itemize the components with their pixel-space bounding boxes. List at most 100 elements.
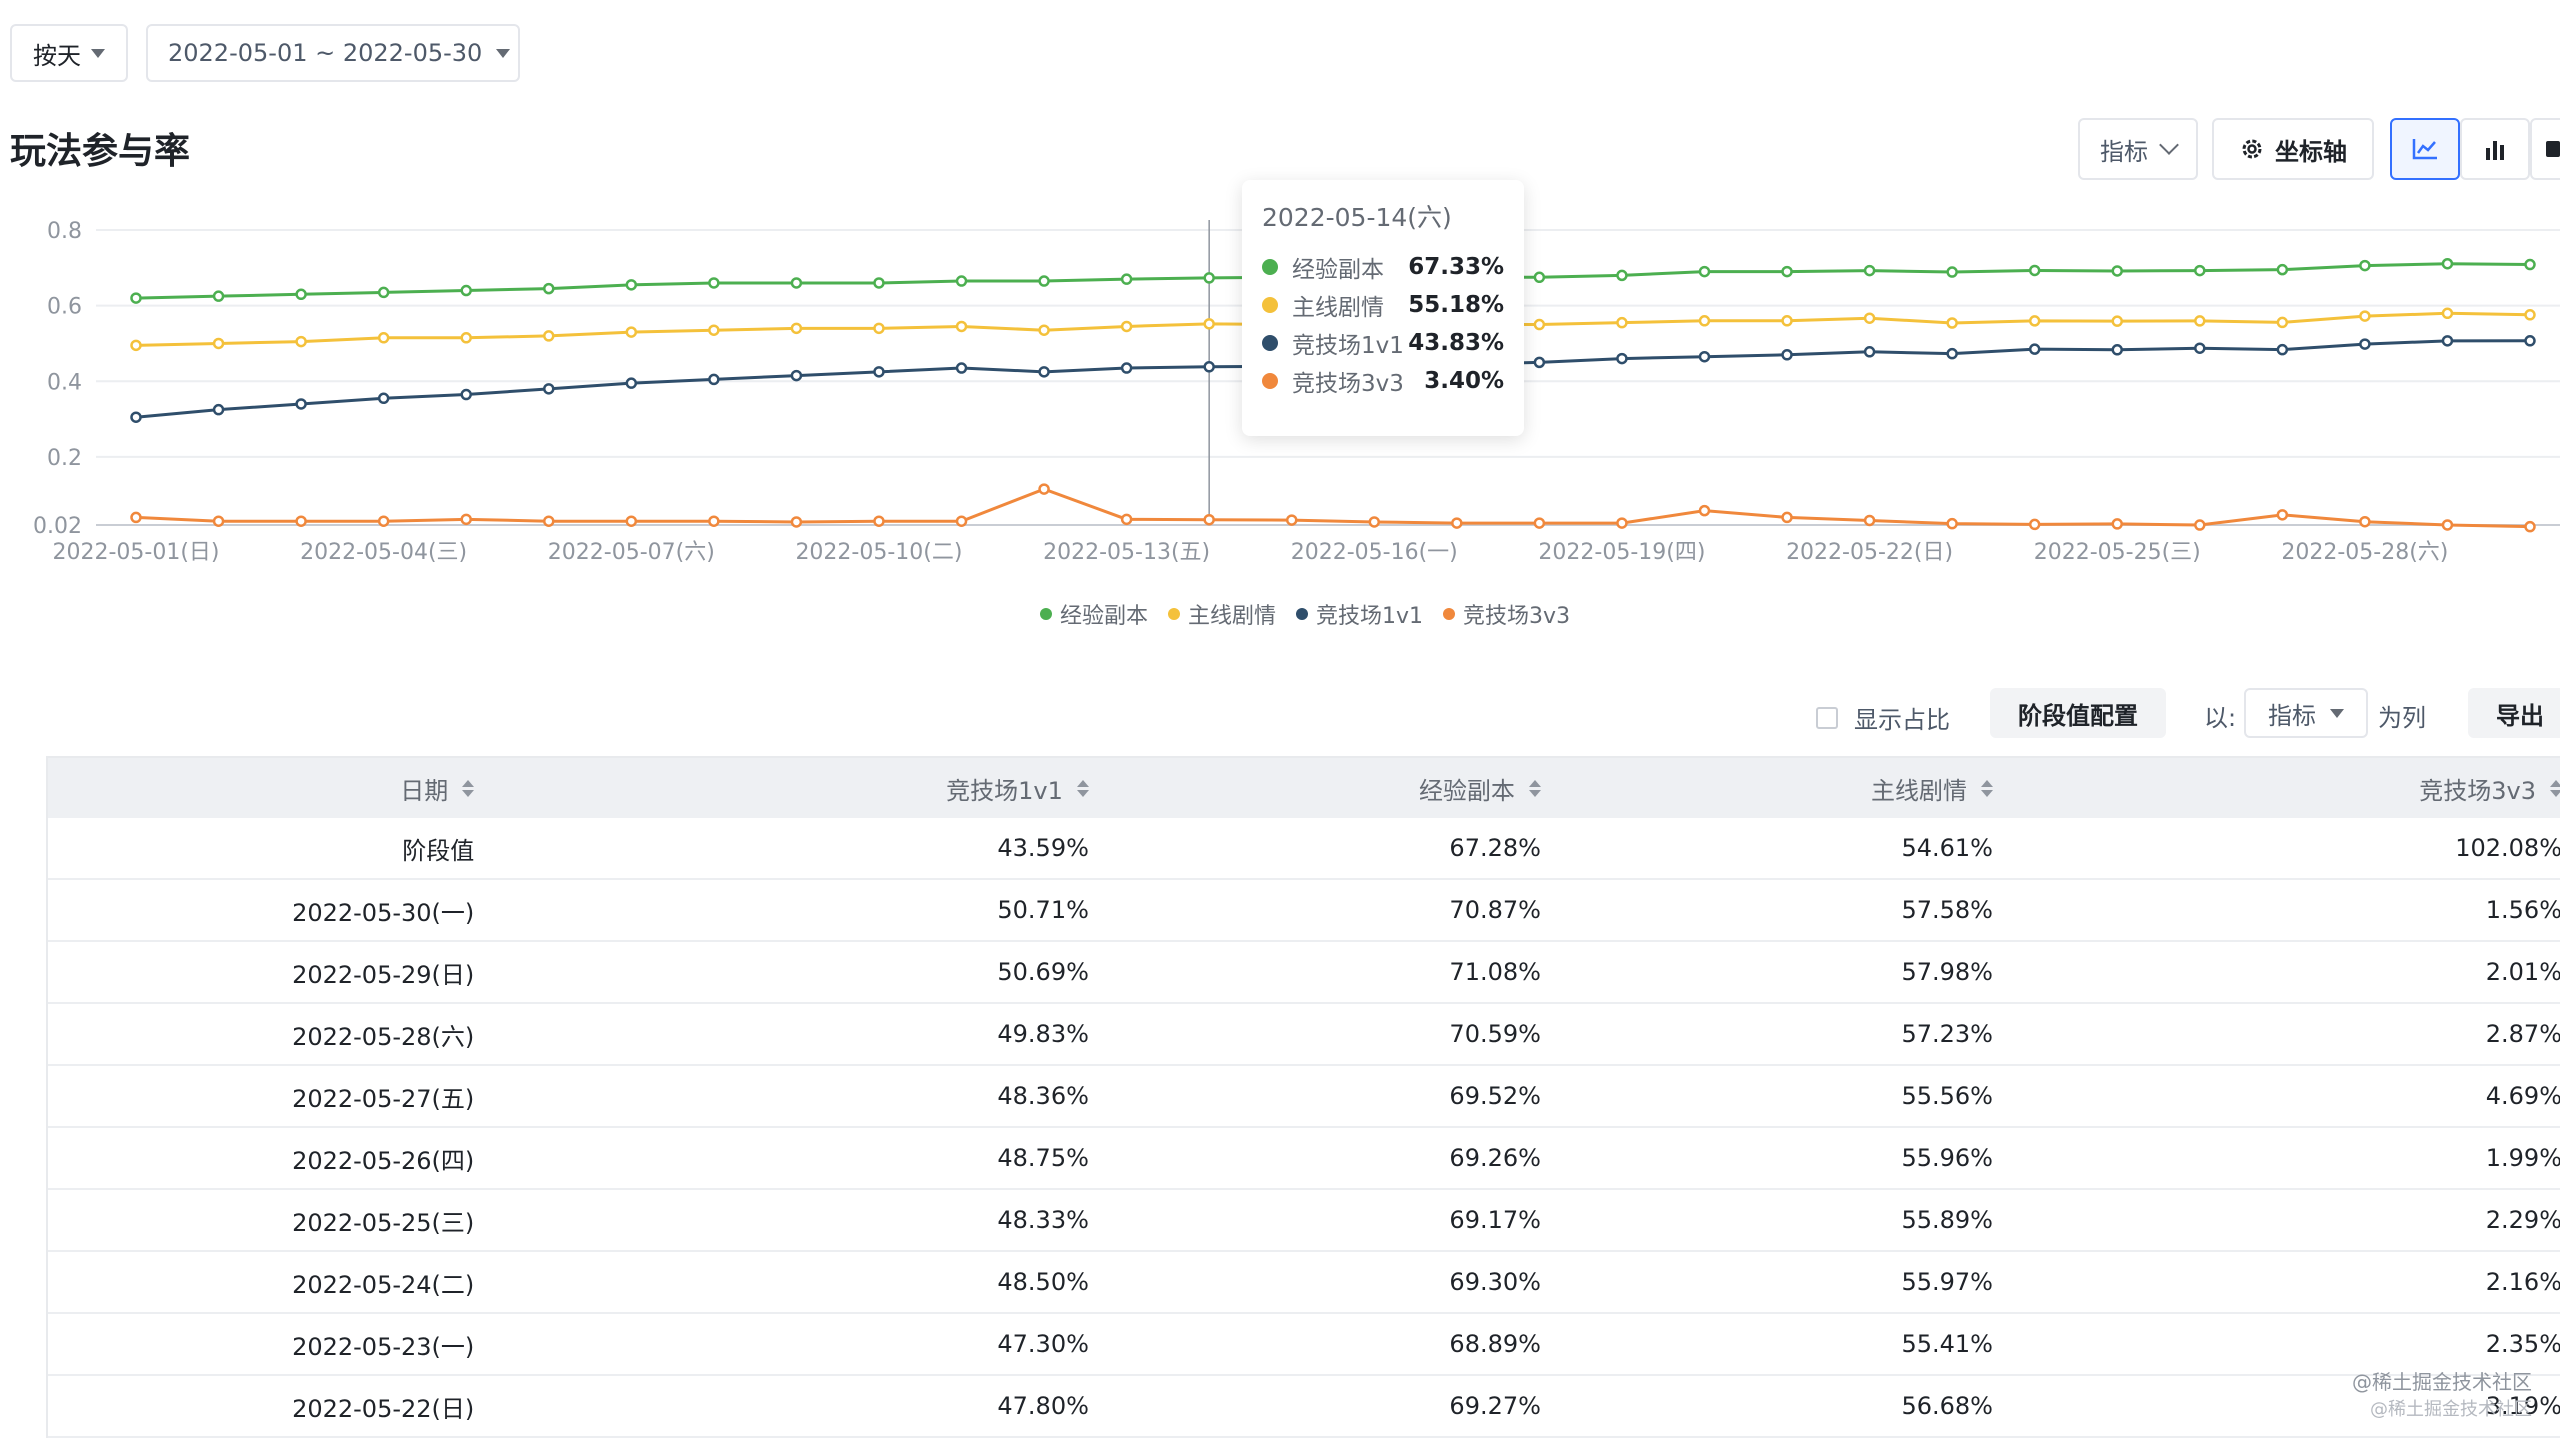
table-cell: 50.71% [997, 896, 1089, 924]
granularity-select[interactable]: 按天 [10, 24, 128, 82]
header-arena1v1[interactable]: 竞技场1v1 [474, 771, 1089, 806]
gear-icon [2242, 139, 2262, 159]
bar-chart-icon [2486, 141, 2504, 160]
data-point [1120, 513, 1133, 526]
axis-settings-button[interactable]: 坐标轴 [2212, 118, 2374, 180]
table-cell: 2.87% [2485, 1020, 2560, 1048]
data-point [377, 515, 390, 527]
data-point [295, 398, 307, 410]
data-point [2111, 265, 2123, 277]
data-point [2524, 309, 2536, 321]
table-view-toggle[interactable] [2530, 118, 2560, 180]
data-point [2276, 263, 2289, 276]
table-cell: 2.01% [2485, 958, 2560, 986]
data-point [1285, 514, 1298, 526]
data-point [212, 337, 225, 350]
data-point [1781, 511, 1793, 524]
legend-item[interactable]: 经验副本 [1040, 598, 1148, 630]
table-cell: 4.69% [2485, 1082, 2560, 1110]
header-arena3v3[interactable]: 竞技场3v3 [1993, 771, 2560, 806]
table-cell: 102.08% [2455, 834, 2560, 862]
tooltip-series-value: 67.33% [1408, 254, 1504, 280]
data-point [873, 515, 885, 527]
data-point [625, 515, 638, 527]
legend-item[interactable]: 主线剧情 [1168, 598, 1276, 630]
tooltip-series-name: 竞技场1v1 [1292, 333, 1404, 359]
tooltip-row: 竞技场1v1 43.83% [1262, 324, 1504, 362]
table-cell: 2022-05-29(日) [292, 960, 475, 989]
x-tick-label: 2022-05-13(五) [1043, 540, 1210, 565]
data-point [1863, 514, 1876, 527]
data-point [1698, 504, 1711, 517]
line-chart-toggle[interactable] [2390, 118, 2460, 180]
table-cell: 55.56% [1901, 1082, 1993, 1110]
tooltip-series-value: 43.83% [1408, 330, 1504, 356]
table-cell: 2022-05-30(一) [292, 898, 475, 927]
table-cell: 69.52% [1449, 1082, 1541, 1110]
table-cell: 48.36% [997, 1082, 1089, 1110]
bar-chart-toggle[interactable] [2460, 118, 2530, 180]
caret-down-icon [2330, 708, 2344, 718]
table-row: 2022-05-27(五) 48.36% 69.52% 55.56% 4.69% [48, 1066, 2560, 1128]
watermark-line: @稀土掘金技术社区 [2352, 1370, 2532, 1394]
table-cell: 2.29% [2485, 1206, 2560, 1234]
tooltip-date: 2022-05-14(六) [1262, 203, 1452, 232]
data-point [1203, 272, 1215, 284]
y-tick-label: 0.2 [47, 446, 82, 471]
stage-config-button[interactable]: 阶段值配置 [1990, 688, 2166, 738]
data-point [1616, 316, 1628, 329]
data-point [1616, 517, 1628, 529]
data-point [1038, 275, 1050, 287]
table-cell: 71.08% [1449, 958, 1541, 986]
page-title: 玩法参与率 [10, 131, 191, 172]
show-ratio-label: 显示占比 [1854, 706, 1950, 734]
x-tick-label: 2022-05-10(二) [795, 540, 962, 565]
header-exp-dungeon[interactable]: 经验副本 [1089, 771, 1541, 806]
legend-dot-icon [1040, 608, 1052, 620]
data-point [2441, 307, 2454, 320]
stage-config-label: 阶段值配置 [2018, 701, 2138, 730]
data-point [625, 326, 638, 338]
x-tick-label: 2022-05-16(一) [1291, 540, 1458, 565]
header-date[interactable]: 日期 [48, 771, 475, 806]
data-point [460, 513, 472, 526]
header-main-story[interactable]: 主线剧情 [1541, 771, 1993, 806]
caret-down-icon [496, 48, 511, 58]
table-cell: 2022-05-23(一) [292, 1332, 475, 1361]
show-ratio-checkbox[interactable]: 显示占比 [1816, 700, 1950, 735]
table-cell: 55.89% [1901, 1206, 1993, 1234]
data-point [543, 515, 555, 527]
legend-item[interactable]: 竞技场3v3 [1443, 598, 1570, 630]
as-column-label: 为列 [2378, 704, 2426, 732]
date-range-picker[interactable]: 2022-05-01 ~ 2022-05-30 [146, 24, 520, 82]
checkbox-box[interactable] [1816, 706, 1838, 729]
data-point [460, 284, 472, 297]
column-dimension-select[interactable]: 指标 [2244, 688, 2368, 738]
table-cell: 69.27% [1449, 1392, 1541, 1420]
data-point [130, 411, 142, 423]
export-button[interactable]: 导出 [2468, 688, 2560, 738]
y-tick-label: 0.4 [47, 370, 82, 395]
table-cell: 48.75% [997, 1144, 1089, 1172]
axis-settings-label: 坐标轴 [2275, 137, 2347, 166]
data-point [130, 511, 142, 524]
data-point [2441, 257, 2454, 270]
legend-label: 竞技场3v3 [1463, 604, 1571, 629]
legend-label: 竞技场1v1 [1316, 604, 1424, 629]
table-row: 2022-05-25(三) 48.33% 69.17% 55.89% 2.29% [48, 1190, 2560, 1252]
data-point [1533, 318, 1546, 331]
data-point [1203, 318, 1215, 330]
table-cell: 2022-05-26(四) [292, 1146, 475, 1175]
data-point [955, 362, 968, 374]
data-point [2524, 258, 2536, 271]
watermark: @稀土掘金技术社区 @稀土掘金技术社区 [2352, 1368, 2532, 1424]
data-point [790, 277, 803, 289]
table-cell: 57.58% [1901, 896, 1993, 924]
metric-select[interactable]: 指标 [2078, 118, 2198, 180]
data-point [1946, 317, 1958, 329]
data-point [873, 277, 885, 289]
data-point [2028, 264, 2041, 277]
data-point [2111, 344, 2123, 356]
legend-item[interactable]: 竞技场1v1 [1296, 598, 1423, 630]
